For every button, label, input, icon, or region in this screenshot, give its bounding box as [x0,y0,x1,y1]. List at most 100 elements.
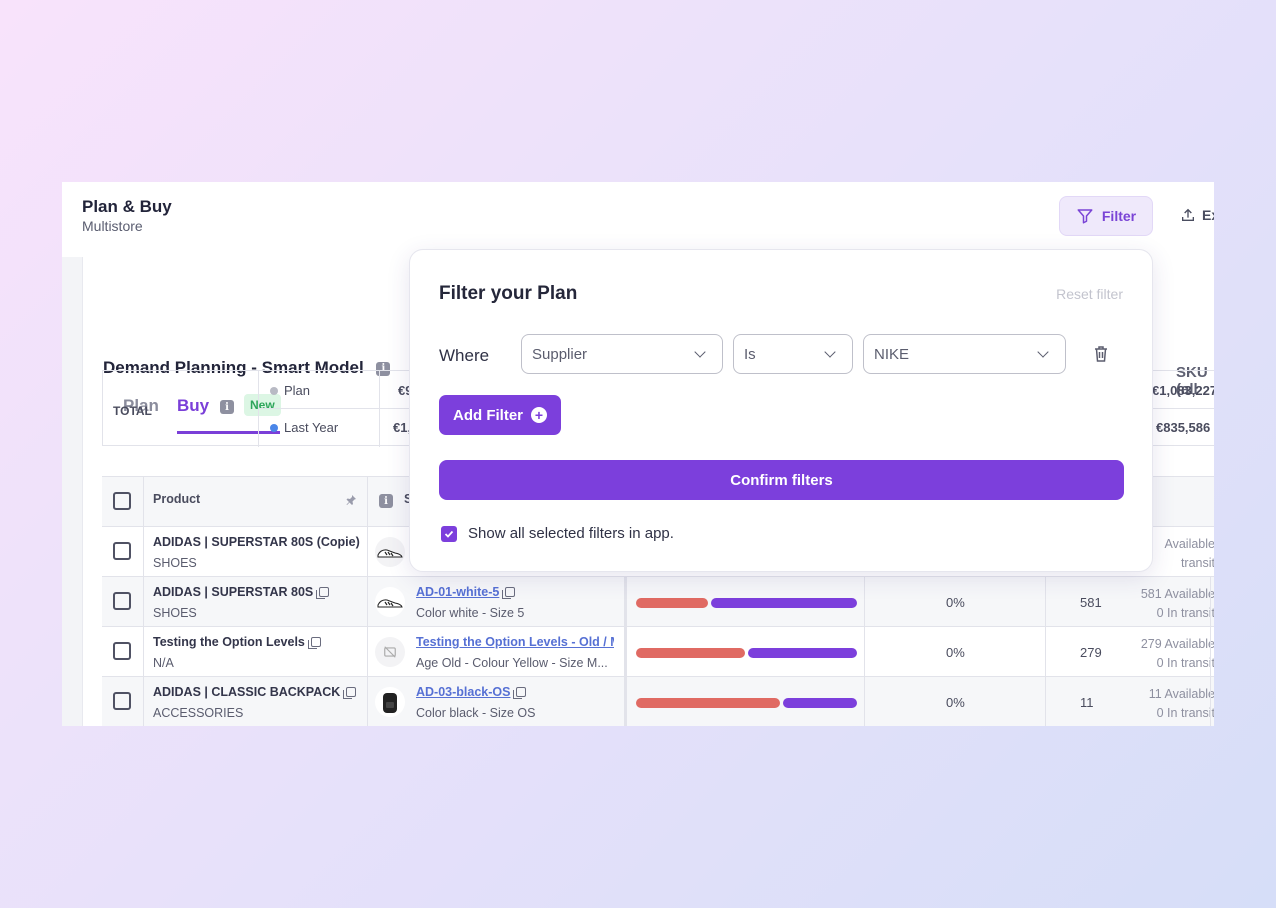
plan-dot-icon [270,386,278,395]
sku-variant: Color white - Size 5 [416,606,525,620]
divider [1045,627,1046,677]
page-title: Plan & Buy [82,197,172,216]
divider [367,527,368,577]
divider [624,577,627,627]
divider [367,627,368,677]
quantity: 581 [1080,595,1102,610]
divider [143,627,144,677]
totals-label: TOTAL [113,404,152,418]
operator-select-value: Is [744,345,756,363]
availability: 279 Available 0 In transit [1127,635,1214,673]
copy-icon[interactable] [513,687,527,699]
stock-bar-red [636,698,780,708]
sku-info-icon[interactable]: i [379,494,393,508]
totals-row-label: Plan [284,383,311,398]
section-title-text: Demand Planning - Smart Model [103,358,364,377]
popup-title: Filter your Plan [439,283,578,304]
row-checkbox[interactable] [113,642,131,660]
filter-label: Filter [1101,208,1137,224]
upload-icon [1182,208,1194,221]
plus-circle-icon: + [531,407,547,423]
product-name-text: Testing the Option Levels [153,635,305,649]
shoe-thumbnail-icon [375,587,405,617]
tab-plan[interactable]: Plan [123,396,159,415]
filter-popup: Filter your Plan Reset filter Where Supp… [409,249,1153,572]
chevron-down-icon [694,345,706,358]
shoe-thumbnail-icon [375,537,405,567]
select-all-checkbox[interactable] [113,492,131,510]
table-row[interactable]: ADIDAS | CLASSIC BACKPACK ACCESSORIES AD… [102,677,1214,726]
product-name: ADIDAS | SUPERSTAR 80S (Copie) [153,535,360,549]
product-category: SHOES [153,556,197,570]
totals-value: €835,586 [1156,420,1211,435]
copy-icon[interactable] [502,587,516,599]
totals-row-plan: Plan [270,383,310,398]
sku-link-text[interactable]: AD-01-white-5 [416,585,500,599]
row-checkbox[interactable] [113,692,131,710]
value-select[interactable]: NIKE [863,334,1066,374]
add-filter-button[interactable]: Add Filter + [439,395,561,435]
pin-icon[interactable] [345,494,357,506]
quantity: 279 [1080,645,1102,660]
table-row[interactable]: Testing the Option Levels N/A Testing th… [102,627,1214,677]
active-tab-indicator [177,431,280,434]
row-checkbox[interactable] [113,542,131,560]
copy-icon[interactable] [343,687,357,699]
filter-button[interactable]: Filter [1059,196,1153,236]
confirm-filters-button[interactable]: Confirm filters [439,460,1124,500]
row-checkbox[interactable] [113,592,131,610]
product-name: ADIDAS | SUPERSTAR 80S [153,585,330,599]
product-name-text: ADIDAS | CLASSIC BACKPACK [153,685,341,699]
operator-select[interactable]: Is [733,334,853,374]
show-filters-checkbox[interactable] [441,526,457,542]
percentage: 0% [946,595,965,610]
stock-bar-purple [783,698,857,708]
reset-filter-button[interactable]: Reset filter [1056,286,1123,302]
transit-count: 0 In transit [1156,706,1214,720]
stock-bar-purple [748,648,857,658]
divider [143,527,144,577]
where-label: Where [439,346,490,365]
export-button[interactable]: Ex [1180,207,1214,223]
buy-info-icon[interactable]: i [220,400,234,414]
store-name: Multistore [82,218,143,234]
last-year-dot-icon [270,423,278,432]
sku-link-text[interactable]: Testing the Option Levels - Old / M [416,635,614,649]
copy-icon[interactable] [316,587,330,599]
transit-count: 0 In transit [1156,656,1214,670]
table-row[interactable]: ADIDAS | SUPERSTAR 80S (Copie) SHOES Ava… [102,527,1214,577]
divider [864,577,865,627]
trash-icon[interactable] [1094,346,1108,362]
show-filters-label[interactable]: Show all selected filters in app. [468,525,674,542]
export-label: Ex [1202,207,1214,223]
divider [143,677,144,726]
panel-gutter [62,257,82,726]
percentage: 0% [946,695,965,710]
transit-count: 0 In transit [1156,606,1214,620]
chevron-down-icon [824,345,836,358]
divider [367,577,368,627]
product-category: N/A [153,656,174,670]
chevron-down-icon [1037,345,1049,358]
field-select-value: Supplier [532,345,588,363]
divider [864,627,865,677]
add-filter-label: Add Filter [453,406,523,424]
tab-buy[interactable]: Buy [177,396,210,415]
field-select[interactable]: Supplier [521,334,723,374]
sku-link[interactable]: AD-03-black-OS [416,685,527,699]
divider [1045,577,1046,627]
divider [1210,677,1211,726]
section-title: Demand Planning - Smart Model i [103,358,391,378]
sku-link[interactable]: Testing the Option Levels - Old / M [416,635,614,649]
sku-link-text[interactable]: AD-03-black-OS [416,685,511,699]
totals-value: €9 [398,383,413,398]
check-icon [444,530,454,538]
copy-icon[interactable] [307,637,321,649]
sku-link[interactable]: AD-01-white-5 [416,585,516,599]
divider [1210,577,1211,627]
sku-header: S [404,492,412,506]
value-select-value: NIKE [874,345,910,363]
table-row[interactable]: ADIDAS | SUPERSTAR 80S SHOES AD-01-white… [102,577,1214,627]
divider [379,371,380,447]
product-header[interactable]: Product [153,492,201,506]
